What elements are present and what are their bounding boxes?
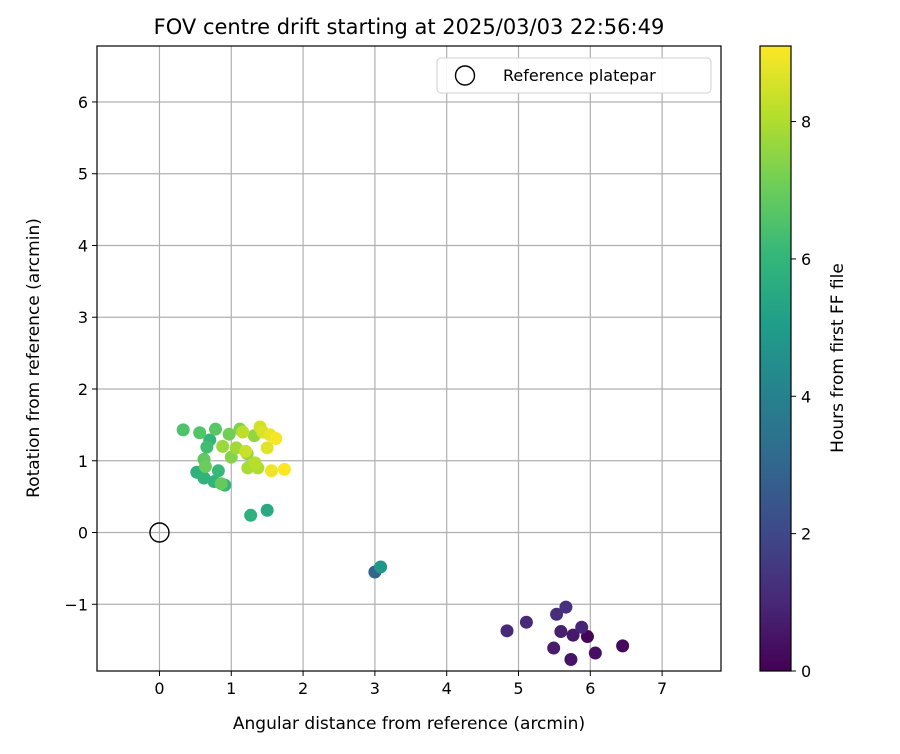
data-point [277, 462, 291, 476]
y-tick-label: 1 [78, 452, 88, 471]
data-point [269, 432, 283, 446]
x-tick-label: 1 [226, 679, 236, 698]
data-point [580, 630, 594, 644]
x-axis-label: Angular distance from reference (arcmin) [233, 714, 585, 734]
data-point [236, 425, 250, 439]
colorbar-tick-label: 6 [801, 250, 811, 269]
x-tick-label: 3 [370, 679, 380, 698]
data-point [197, 471, 211, 485]
colorbar-label: Hours from first FF file [828, 263, 848, 453]
y-tick-label: 5 [78, 165, 88, 184]
y-tick-label: 3 [78, 308, 88, 327]
data-point [588, 646, 602, 660]
data-point [575, 620, 589, 634]
colorbar-tick-label: 4 [801, 387, 811, 406]
data-point [566, 628, 580, 642]
data-point [519, 615, 533, 629]
colorbar [759, 45, 792, 672]
reference-marker [149, 522, 170, 543]
data-point [554, 625, 568, 639]
y-tick-label: 0 [78, 524, 88, 543]
data-point [211, 464, 225, 478]
data-point [222, 427, 236, 441]
y-tick-label: 4 [78, 236, 88, 255]
data-point [244, 508, 258, 522]
data-point [260, 503, 274, 517]
y-tick-label: −1 [64, 595, 88, 614]
y-axis-label: Rotation from reference (arcmin) [24, 218, 44, 498]
data-point [500, 624, 514, 638]
data-point [564, 653, 578, 667]
chart-title: FOV centre drift starting at 2025/03/03 … [154, 15, 665, 39]
data-point [264, 464, 278, 478]
legend-marker [454, 65, 476, 86]
data-point [550, 607, 564, 621]
x-tick-label: 6 [585, 679, 595, 698]
x-tick-label: 0 [154, 679, 164, 698]
y-tick-label: 2 [78, 380, 88, 399]
data-point [176, 423, 190, 437]
data-point [193, 426, 207, 440]
y-tick-label: 6 [78, 93, 88, 112]
data-point [216, 439, 230, 453]
legend-label: Reference platepar [503, 66, 656, 85]
x-tick-label: 4 [442, 679, 452, 698]
colorbar-tick-label: 2 [801, 525, 811, 544]
plot-frame [96, 45, 722, 672]
grid-lines [97, 46, 721, 671]
data-point [374, 560, 388, 574]
x-tick-label: 2 [298, 679, 308, 698]
colorbar-tick-label: 8 [801, 113, 811, 132]
data-point [239, 444, 253, 458]
x-tick-label: 7 [657, 679, 667, 698]
data-point [559, 600, 573, 614]
x-tick-label: 5 [513, 679, 523, 698]
data-point [547, 641, 561, 655]
data-point [260, 441, 274, 455]
data-point [248, 456, 262, 470]
data-point [208, 422, 222, 436]
data-point [198, 459, 212, 473]
data-point [616, 639, 630, 653]
legend-box [436, 57, 712, 94]
data-points [176, 420, 630, 667]
data-point [214, 477, 228, 491]
data-point [200, 440, 214, 454]
colorbar-tick-label: 0 [801, 662, 811, 681]
